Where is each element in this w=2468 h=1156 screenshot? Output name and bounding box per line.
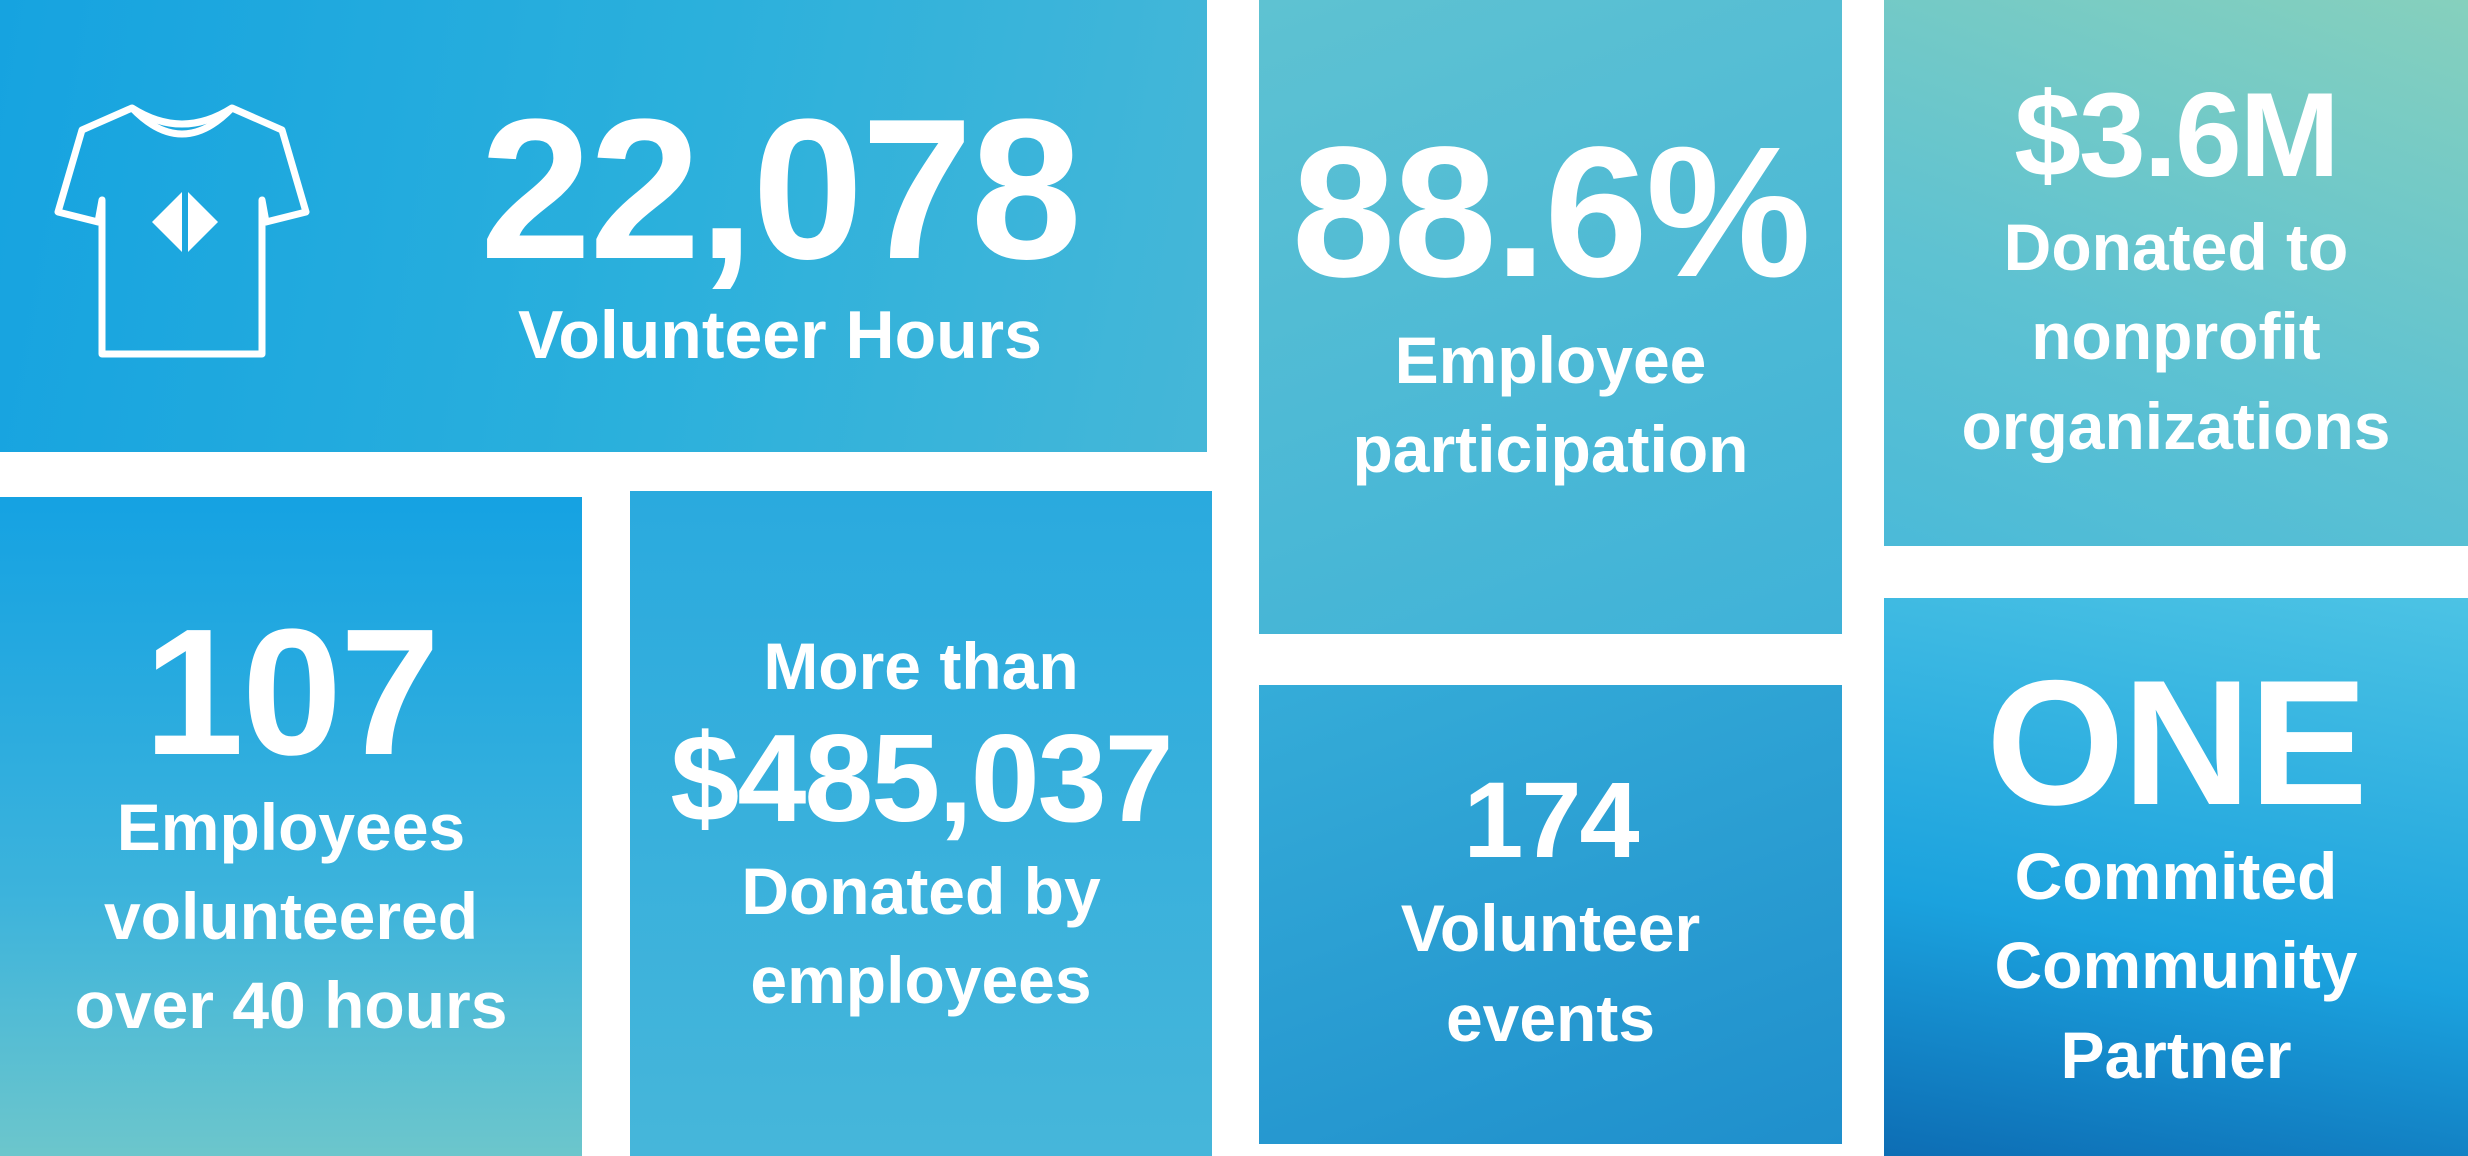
stat-tile: 174 Volunteer events: [1259, 685, 1842, 1144]
stat-label: participation: [1352, 412, 1749, 487]
stat-value: ONE: [1986, 643, 2368, 843]
stat-value: 22,078: [480, 78, 1082, 301]
stat-tile: 22,078 Volunteer Hours: [0, 0, 1207, 452]
stat-label: Community: [1994, 928, 2358, 1003]
stat-label: Employee: [1394, 323, 1707, 397]
stat-label: Employees: [116, 789, 466, 864]
stat-tile: $3.6M Donated to nonprofit organizations: [1884, 0, 2468, 546]
stat-tile: ONE Commited Community Partner: [1884, 598, 2468, 1156]
stat-label: Donated to: [2003, 210, 2349, 285]
stat-tile: 107 Employees volunteered over 40 hours: [0, 497, 582, 1156]
stat-value: 174: [1463, 759, 1639, 881]
tshirt-icon: [54, 104, 310, 358]
stat-label: Volunteer Hours: [518, 297, 1042, 373]
stat-value: $3.6M: [2014, 68, 2340, 203]
stat-label: volunteered: [103, 878, 479, 953]
stat-label: employees: [750, 943, 1092, 1018]
stat-value: 88.6%: [1291, 109, 1811, 316]
stat-label: Partner: [2060, 1017, 2292, 1092]
stat-label: Commited: [2014, 839, 2338, 914]
stat-label: Volunteer: [1400, 891, 1701, 966]
stat-tile: More than $485,037 Donated by employees: [630, 491, 1212, 1156]
stat-value: $485,037: [670, 709, 1173, 848]
stat-label: Donated by: [741, 853, 1101, 928]
stat-value: 107: [143, 591, 440, 793]
stat-tile: 88.6% Employee participation: [1259, 0, 1842, 634]
stat-label: events: [1445, 980, 1656, 1055]
stat-prefix: More than: [763, 628, 1079, 703]
stat-label: over 40 hours: [74, 968, 508, 1043]
stat-label: organizations: [1961, 388, 2391, 463]
stat-label: nonprofit: [2031, 299, 2321, 374]
